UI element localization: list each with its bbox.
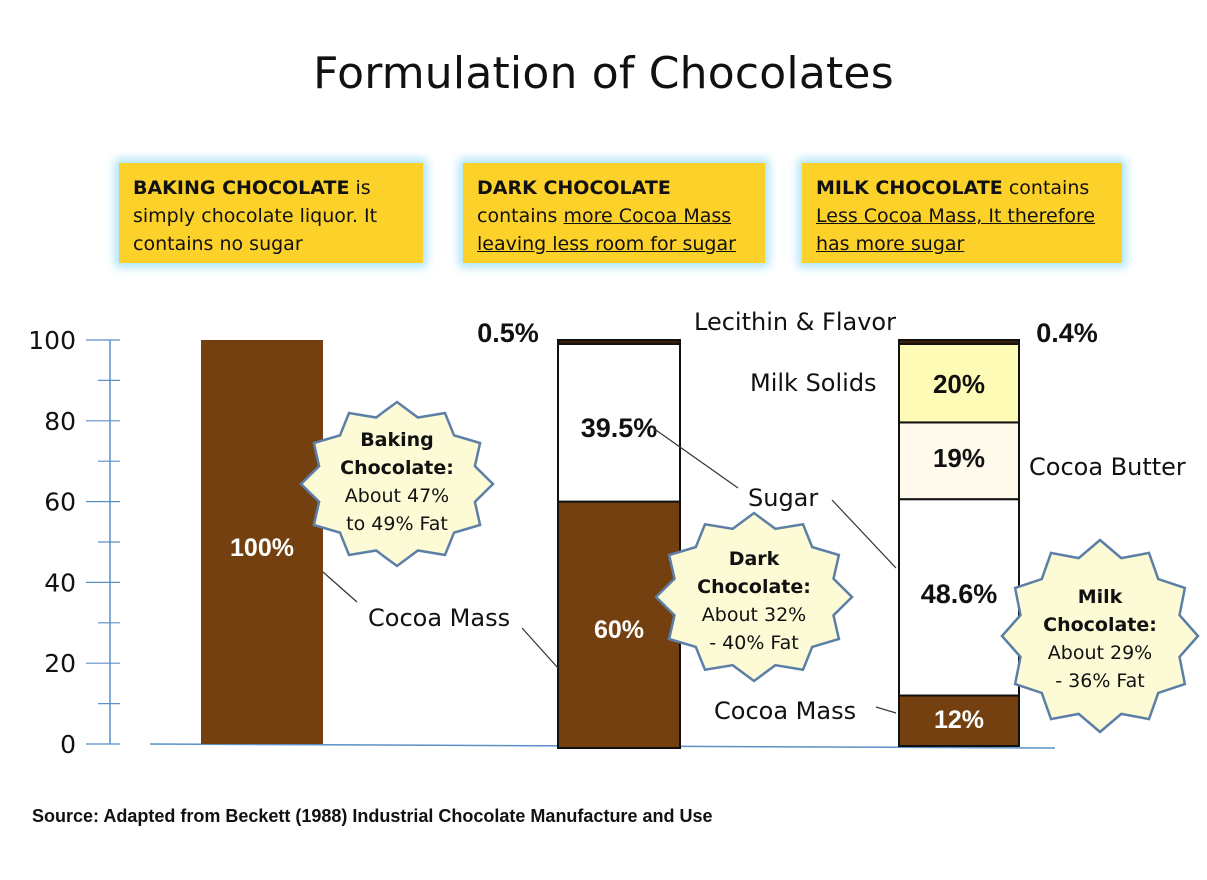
- leader-line: [322, 571, 358, 603]
- callout-label: Lecithin & Flavor: [694, 308, 896, 336]
- note-baking-bold: BAKING CHOCOLATE: [133, 177, 350, 199]
- note-milk-underlined: Less Cocoa Mass, It therefore has more s…: [816, 205, 1096, 255]
- note-dark-text: contains: [477, 205, 564, 227]
- starburst-text: Chocolate:: [1043, 614, 1157, 636]
- fat-starburst: [299, 400, 495, 568]
- y-tick-label: 40: [44, 568, 76, 597]
- note-dark-chocolate: DARK CHOCOLATE contains more Cocoa Mass …: [463, 163, 765, 263]
- fat-starburst: [654, 511, 854, 683]
- starburst-text: Chocolate:: [697, 576, 811, 598]
- data-label: 0.5%: [477, 318, 539, 348]
- bar-segment: [201, 340, 323, 744]
- note-dark-bold: DARK CHOCOLATE: [477, 177, 671, 199]
- note-milk-chocolate: MILK CHOCOLATE contains Less Cocoa Mass,…: [802, 163, 1122, 263]
- data-label: 60%: [594, 616, 644, 644]
- starburst-text: About 29%: [1048, 642, 1152, 664]
- callout-label: Milk Solids: [750, 369, 877, 397]
- y-tick-label: 0: [60, 730, 76, 759]
- leader-line: [652, 427, 739, 489]
- leader-line: [831, 499, 897, 569]
- callout-label: Cocoa Mass: [368, 604, 510, 632]
- data-label: 12%: [934, 706, 984, 734]
- starburst-text: - 40% Fat: [709, 632, 798, 654]
- note-milk-text: contains: [1002, 177, 1090, 199]
- starburst-text: Milk: [1078, 586, 1123, 608]
- note-baking-chocolate: BAKING CHOCOLATE is simply chocolate liq…: [119, 163, 423, 263]
- starburst-text: to 49% Fat: [346, 513, 448, 535]
- note-dark-underlined: more Cocoa Mass leaving less room for su…: [477, 205, 736, 255]
- note-baking-text: is simply chocolate liquor. It contains …: [133, 177, 378, 255]
- data-label: 0.4%: [1036, 318, 1098, 348]
- starburst-text: Dark: [729, 548, 780, 570]
- data-label: 48.6%: [921, 579, 998, 609]
- bar-segment: [898, 340, 1020, 424]
- y-tick-label: 20: [44, 649, 76, 678]
- starburst-text: About 32%: [702, 604, 806, 626]
- leader-line: [875, 706, 897, 714]
- bar-segment: [898, 498, 1020, 697]
- y-tick-label: 100: [28, 326, 76, 355]
- fat-starburst: [1000, 538, 1200, 734]
- bar-segment: [898, 694, 1020, 748]
- starburst-text: - 36% Fat: [1055, 670, 1144, 692]
- note-milk-bold: MILK CHOCOLATE: [816, 177, 1003, 199]
- callout-label: Sugar: [748, 484, 818, 512]
- bar-segment: [898, 339, 1020, 345]
- bar-segment: [557, 339, 681, 345]
- leader-line: [521, 627, 559, 669]
- data-label: 20%: [933, 369, 985, 399]
- data-label: 39.5%: [581, 413, 658, 443]
- bar-segment: [557, 500, 681, 749]
- starburst-text: About 47%: [345, 485, 449, 507]
- data-label: 19%: [933, 443, 985, 473]
- chart-title: Formulation of Chocolates: [313, 48, 894, 99]
- y-tick-label: 60: [44, 488, 76, 517]
- callout-label: Cocoa Mass: [714, 697, 856, 725]
- starburst-text: Baking: [360, 429, 434, 451]
- callout-label: Cocoa Butter: [1029, 453, 1186, 481]
- data-label: 100%: [230, 534, 294, 562]
- starburst-text: Chocolate:: [340, 457, 454, 479]
- source-note: Source: Adapted from Beckett (1988) Indu…: [32, 806, 713, 826]
- bar-segment: [898, 421, 1020, 501]
- y-tick-label: 80: [44, 407, 76, 436]
